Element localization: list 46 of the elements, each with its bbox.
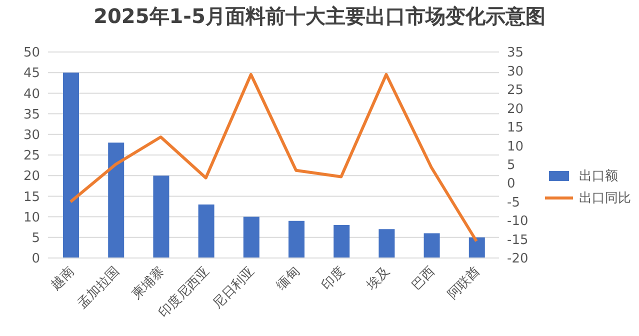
y-tick-label: 25 xyxy=(23,148,40,164)
bar xyxy=(334,225,350,258)
line-series xyxy=(69,72,478,243)
y2-tick-label: 35 xyxy=(507,46,524,61)
bar xyxy=(153,176,170,258)
x-tick-label: 越南 xyxy=(48,264,78,294)
y2-tick-label: 30 xyxy=(507,64,524,80)
y2-tick-label: 10 xyxy=(507,139,524,154)
y2-tick-label: 0 xyxy=(507,176,516,192)
bar xyxy=(468,237,485,258)
legend-label: 出口额 xyxy=(579,168,618,185)
y-tick-label: 40 xyxy=(23,86,40,102)
x-tick-label: 印度 xyxy=(318,264,348,294)
y-tick-label: 50 xyxy=(23,46,40,61)
y2-tick-label: 5 xyxy=(507,158,516,173)
y-tick-label: 10 xyxy=(23,210,40,226)
y-tick-label: 5 xyxy=(32,231,40,246)
bar xyxy=(288,220,304,258)
y2-tick-label: -5 xyxy=(507,195,520,210)
y2-tick-label: 20 xyxy=(507,102,524,117)
y2-tick-label: -15 xyxy=(507,232,528,248)
y2-tick-label: -10 xyxy=(507,214,528,230)
bar xyxy=(424,233,440,258)
x-tick-label: 尼日利亚 xyxy=(210,264,258,312)
x-tick-label: 孟加拉国 xyxy=(75,264,122,312)
x-tick-label: 巴西 xyxy=(409,264,438,294)
y2-tick-label: -20 xyxy=(507,252,528,267)
y-tick-label: 45 xyxy=(23,66,40,82)
y-tick-label: 30 xyxy=(23,128,40,144)
bar xyxy=(243,216,260,258)
x-tick-label: 缅甸 xyxy=(274,264,303,294)
y2-tick-label: 25 xyxy=(507,83,524,98)
y-tick-label: 0 xyxy=(32,252,40,267)
legend-label: 出口同比 xyxy=(579,190,631,207)
bar xyxy=(198,204,214,258)
bar xyxy=(378,229,395,258)
x-tick-label: 埃及 xyxy=(363,264,394,294)
bar xyxy=(63,72,79,258)
y-tick-label: 20 xyxy=(23,169,40,184)
x-tick-label: 阿联酋 xyxy=(445,264,484,302)
y-tick-label: 35 xyxy=(23,107,40,122)
x-tick-label: 柬埔寨 xyxy=(128,264,168,302)
bar xyxy=(108,142,124,258)
chart-title: 2025年1-5月面料前十大主要出口市场变化示意图 xyxy=(92,3,546,30)
y2-tick-label: 15 xyxy=(507,120,524,136)
y-tick-label: 15 xyxy=(23,190,40,205)
